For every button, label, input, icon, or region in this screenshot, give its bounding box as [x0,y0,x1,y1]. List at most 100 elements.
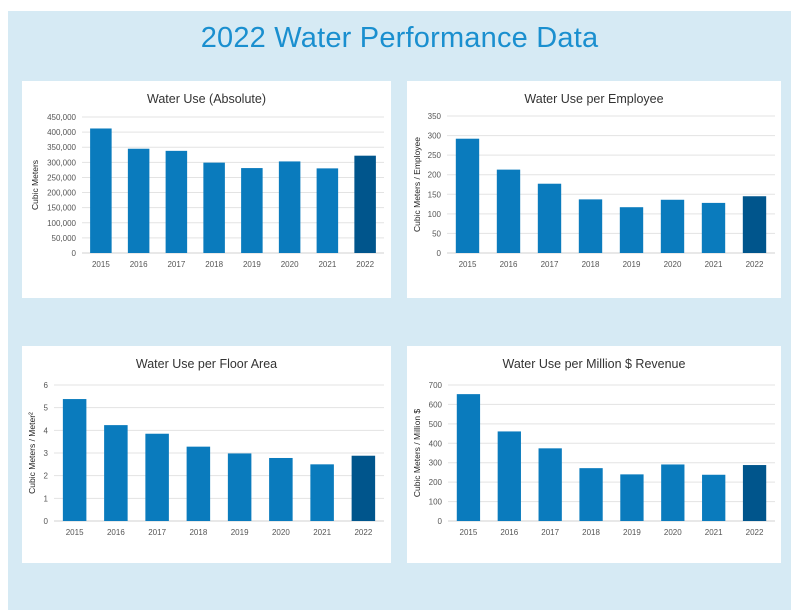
y-tick-label: 3 [44,449,49,458]
x-tick-label: 2016 [500,260,518,269]
x-tick-label: 2021 [705,260,723,269]
x-tick-label: 2015 [66,528,84,537]
chart-card-water-use-per-revenue: Water Use per Million $ Revenue 0 100 200 30… [407,346,781,563]
y-tick-label: 200 [429,478,443,487]
bar-2017 [165,150,188,253]
y-tick-label: 400,000 [47,128,76,137]
bar-2021 [702,474,726,521]
bar-2017 [145,433,169,521]
x-tick-label: 2017 [541,260,559,269]
chart-water-use-per-revenue: Water Use per Million $ Revenue 0 100 200 30… [412,357,775,537]
x-tick-label: 2020 [281,260,299,269]
y-tick-label: 200,000 [47,189,76,198]
x-tick-label: 2022 [746,260,764,269]
bar-2016 [497,431,521,521]
x-tick-label: 2021 [318,260,336,269]
bar-2022 [354,155,376,253]
bar-2021 [701,202,726,253]
bar-2017 [538,448,562,521]
x-tick-label: 2021 [705,528,723,537]
bar-2020 [661,464,685,521]
x-tick-label: 2015 [459,260,477,269]
x-tick-label: 2022 [354,528,372,537]
bar-2019 [620,474,644,521]
bar-2019 [241,168,263,253]
bar-2018 [186,446,211,521]
y-axis-label: Cubic Meters / Employee [412,137,422,232]
y-tick-label: 1 [44,494,49,503]
bar-2020 [660,199,685,253]
x-tick-label: 2018 [189,528,207,537]
x-tick-label: 2020 [664,528,682,537]
y-tick-label: 400 [429,439,443,448]
y-tick-label: 150,000 [47,204,76,213]
bar-2018 [578,199,603,253]
x-tick-label: 2016 [130,260,148,269]
bar-2020 [278,161,301,253]
x-tick-label: 2019 [623,528,641,537]
y-tick-label: 350,000 [47,143,76,152]
chart-title: Water Use per Million $ Revenue [503,357,686,371]
y-tick-label: 300 [428,132,442,141]
bar-2015 [455,138,480,253]
x-tick-label: 2017 [167,260,185,269]
y-tick-label: 2 [44,472,49,481]
bar-2016 [127,148,150,253]
y-axis-label: Cubic Meters [30,160,40,210]
y-tick-label: 700 [429,381,443,390]
x-tick-label: 2022 [356,260,374,269]
bar-2015 [456,394,481,521]
bar-2018 [203,162,225,253]
x-tick-label: 2017 [148,528,166,537]
y-tick-label: 5 [44,404,49,413]
x-tick-label: 2019 [231,528,249,537]
bar-2016 [104,425,128,521]
y-axis-label: Cubic Meters / Meter² [27,412,37,494]
y-tick-label: 0 [72,249,77,258]
bar-2021 [310,464,334,521]
y-tick-label: 100 [428,210,442,219]
y-tick-label: 100 [429,498,443,507]
y-tick-label: 250,000 [47,173,76,182]
y-axis-label: Cubic Meters / Million $ [412,409,422,498]
bar-2021 [316,168,339,253]
bar-2022 [351,455,376,521]
bar-2015 [62,399,87,521]
bar-2022 [742,465,767,521]
chart-title: Water Use (Absolute) [147,92,266,106]
bar-2018 [579,468,603,521]
x-tick-label: 2015 [460,528,478,537]
chart-title: Water Use per Floor Area [136,357,277,371]
y-tick-label: 150 [428,190,442,199]
bar-2016 [496,169,521,253]
chart-water-use-per-employee: Water Use per Employee 0 50 100 150 200 250 300… [412,92,775,269]
x-tick-label: 2022 [746,528,764,537]
x-tick-label: 2019 [243,260,261,269]
chart-water-use-absolute: Water Use (Absolute) 0 50,000 100,000 150,00… [30,92,384,269]
y-tick-label: 250 [428,151,442,160]
x-tick-label: 2016 [500,528,518,537]
x-tick-label: 2018 [582,528,600,537]
bar-2020 [269,457,293,521]
x-tick-label: 2015 [92,260,110,269]
x-tick-label: 2020 [664,260,682,269]
y-tick-label: 450,000 [47,113,76,122]
chart-card-water-use-per-employee: Water Use per Employee 0 50 100 150 200 250 300… [407,81,781,298]
y-tick-label: 4 [44,426,49,435]
y-tick-label: 0 [437,249,442,258]
bar-2019 [619,207,644,253]
y-tick-label: 0 [438,517,443,526]
chart-water-use-per-floor-area: Water Use per Floor Area 0 1 2 3 4 5 6 2015 2016 2… [27,357,384,537]
x-tick-label: 2018 [582,260,600,269]
bar-2022 [742,196,767,253]
x-tick-label: 2018 [205,260,223,269]
y-tick-label: 100,000 [47,219,76,228]
y-tick-label: 6 [44,381,49,390]
bar-2017 [537,183,562,253]
y-tick-label: 0 [44,517,49,526]
y-tick-label: 600 [429,400,443,409]
y-tick-label: 50 [432,229,441,238]
chart-card-water-use-absolute: Water Use (Absolute) 0 50,000 100,000 150,00… [22,81,391,298]
chart-title: Water Use per Employee [524,92,663,106]
page-title: 2022 Water Performance Data [200,22,599,54]
